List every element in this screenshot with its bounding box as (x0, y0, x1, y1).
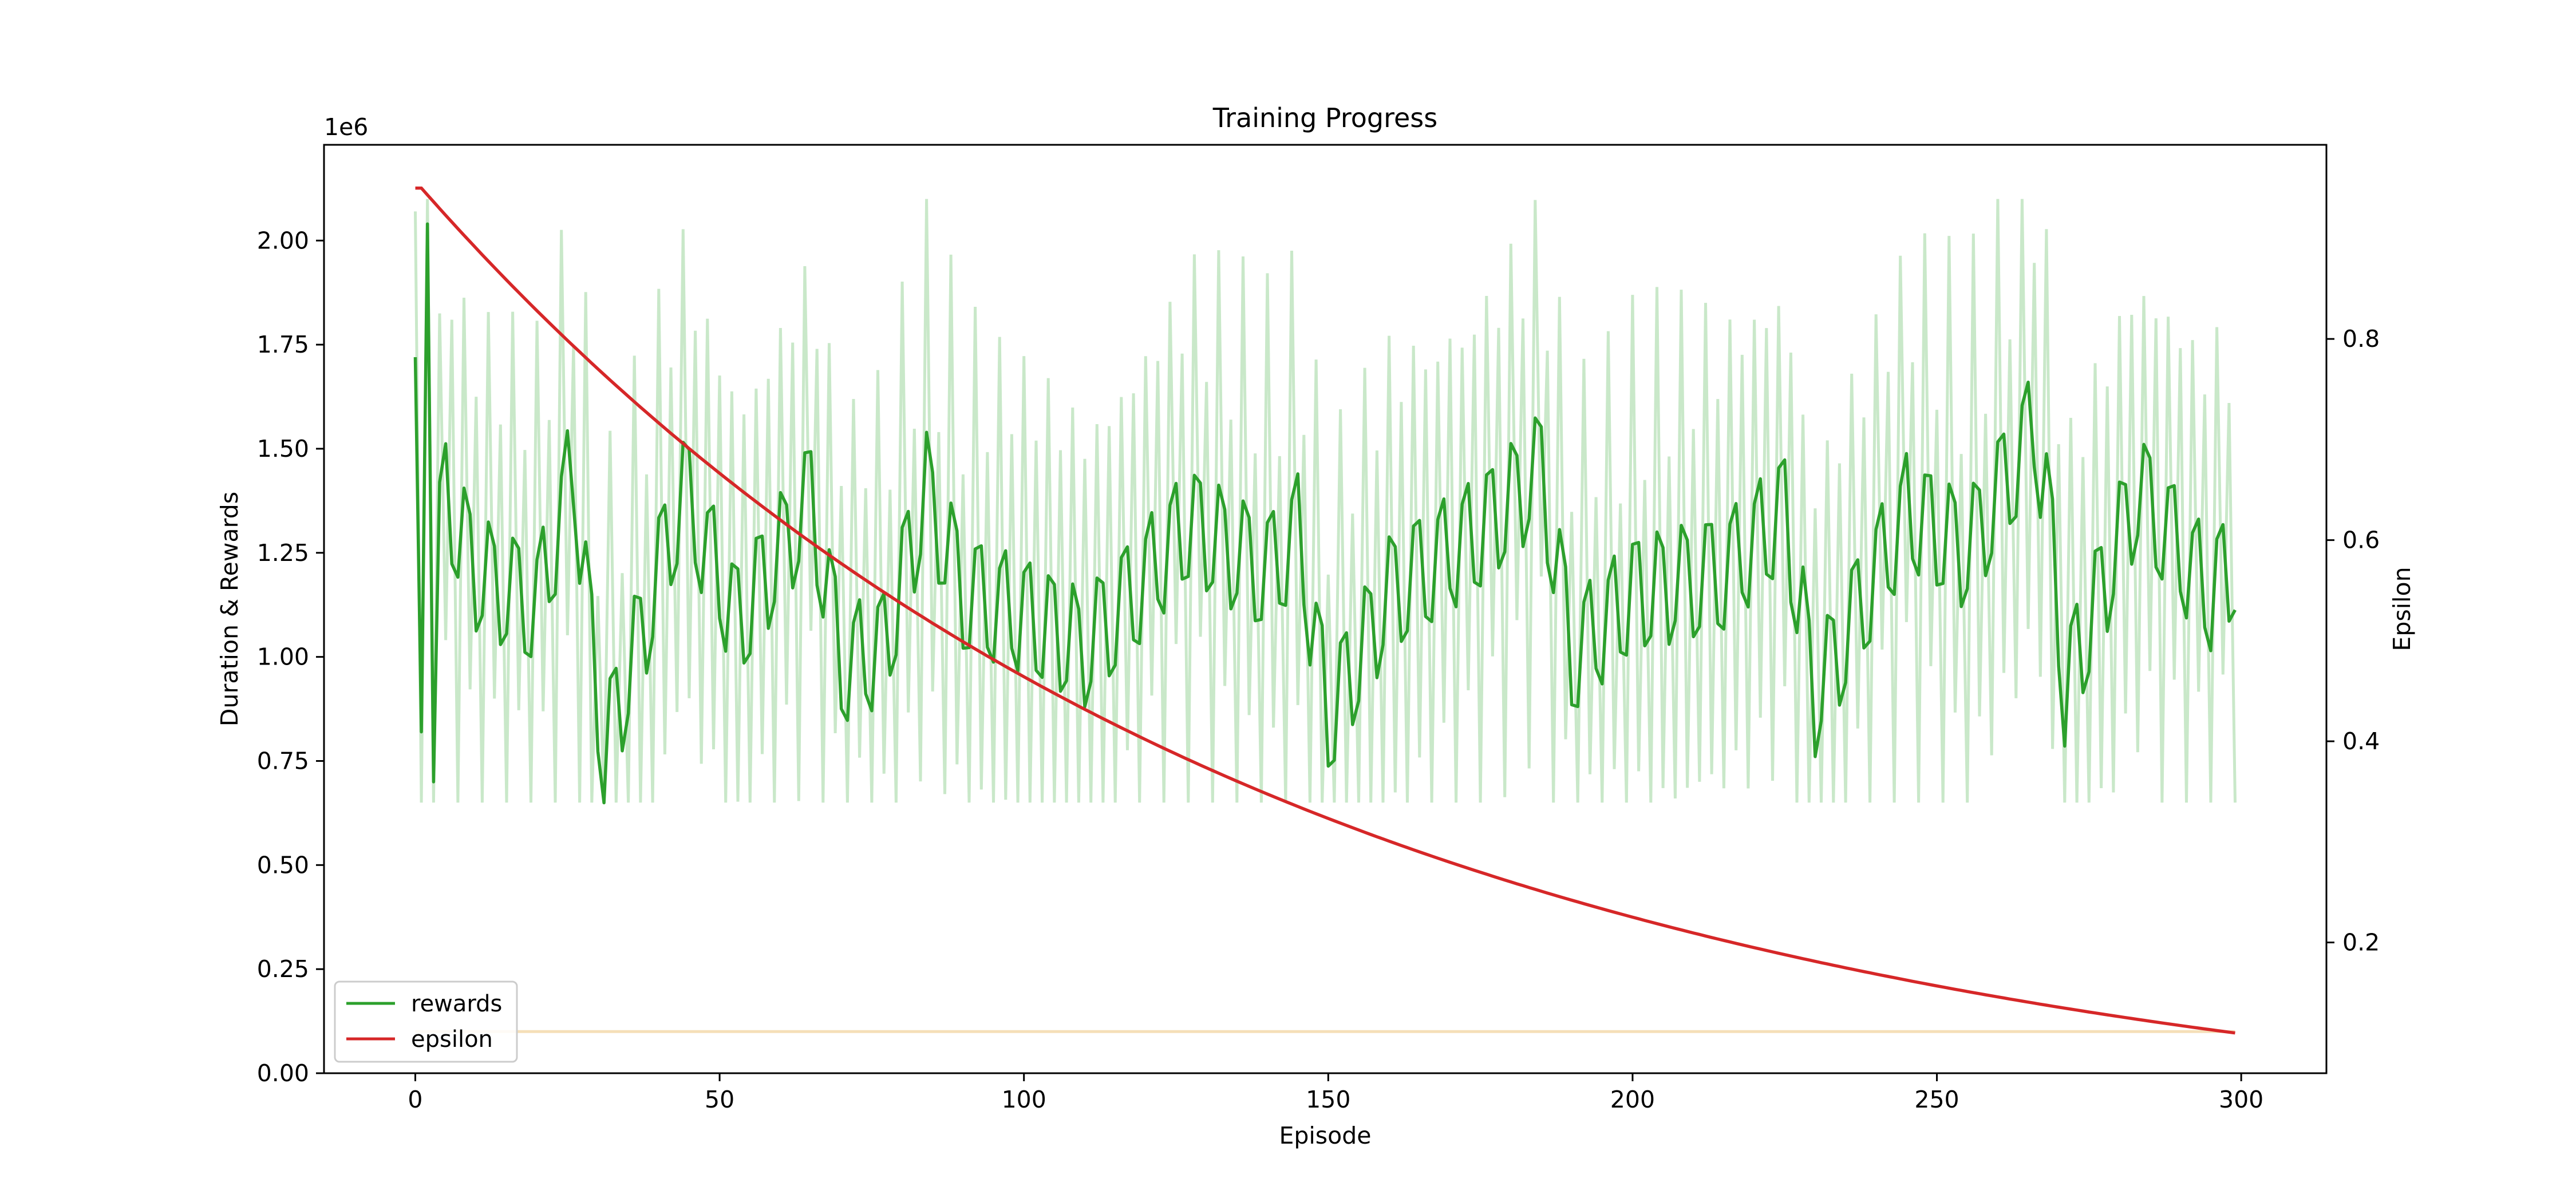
right-y-tick-label: 0.4 (2342, 727, 2380, 755)
left-y-tick-label: 0.00 (257, 1059, 309, 1087)
x-tick-label: 150 (1306, 1086, 1350, 1113)
right-y-tick-label: 0.2 (2342, 929, 2380, 956)
x-tick-label: 0 (408, 1086, 422, 1113)
x-tick-label: 50 (705, 1086, 734, 1113)
y-axis-multiplier: 1e6 (324, 113, 368, 141)
x-tick-label: 250 (1914, 1086, 1959, 1113)
left-y-tick-label: 0.75 (257, 747, 309, 774)
right-y-tick-label: 0.8 (2342, 325, 2380, 353)
right-y-tick-label: 0.6 (2342, 527, 2380, 554)
epsilon-line (415, 186, 2235, 1035)
right-y-axis-label: Epsilon (2388, 567, 2416, 651)
left-y-axis-label: Duration & Rewards (216, 492, 243, 726)
ticks-layer: 0 50 100 150 200 250 300 0.00 0.25 0.50 0.75 1.00 1.… (257, 227, 2380, 1113)
left-y-tick-label: 1.25 (257, 539, 309, 567)
left-y-tick-label: 0.50 (257, 851, 309, 879)
left-y-tick-label: 1.00 (257, 643, 309, 671)
legend: rewards epsilon (334, 980, 518, 1063)
left-y-tick-label: 1.75 (257, 331, 309, 358)
x-axis-label: Episode (1279, 1122, 1371, 1149)
legend-epsilon-label: epsilon (411, 1026, 493, 1053)
x-tick-label: 100 (1002, 1086, 1046, 1113)
axes-frame (323, 144, 2328, 1074)
legend-rewards-label: rewards (411, 991, 502, 1017)
legend-box (334, 980, 518, 1063)
plot-layer (413, 186, 2237, 1035)
x-tick-label: 300 (2219, 1086, 2263, 1113)
x-tick-label: 200 (1610, 1086, 1655, 1113)
left-y-tick-label: 2.00 (257, 227, 309, 254)
left-y-tick-label: 1.50 (257, 435, 309, 462)
rewards-line (413, 222, 2237, 805)
chart-title: Training Progress (1212, 102, 1437, 133)
left-y-tick-label: 0.25 (257, 955, 309, 983)
